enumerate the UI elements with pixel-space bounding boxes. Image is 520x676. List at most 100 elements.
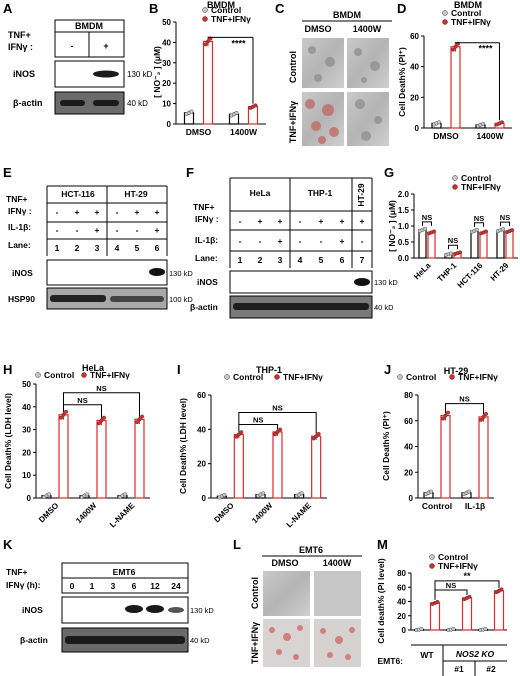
panel-letter-j: J — [384, 362, 391, 377]
k-emt6: EMT6 — [113, 567, 136, 577]
i-sig-bracket — [238, 423, 278, 432]
i-ytick-label: 60 — [197, 391, 206, 400]
f-il1b-3: + — [278, 236, 283, 246]
m-xtick-label: #1 — [454, 664, 464, 674]
e-il1b-4: - — [116, 225, 119, 235]
d-legend-label: TNF+IFNγ — [451, 17, 491, 27]
m-group-label: NOS2 KO — [456, 649, 495, 659]
e-lane-6: 6 — [155, 243, 160, 253]
i-point — [236, 432, 241, 437]
c-col-dmso: DMSO — [305, 24, 332, 34]
d-ytick-label: 60 — [410, 32, 419, 41]
g-sig-label: NS — [448, 236, 458, 245]
j-ytick-label: 80 — [404, 391, 413, 400]
k-ifng-h: IFNγ (h): — [6, 580, 41, 590]
c-title: BMDM — [333, 10, 361, 20]
d-ytick-label: 40 — [410, 63, 419, 72]
i-title: THP-1 — [256, 365, 282, 375]
f-il1b-7: - — [361, 236, 364, 246]
d-title: BMDM — [454, 0, 482, 10]
i-legend-label: Control — [233, 372, 263, 382]
l-row-tnf: TNF+IFNγ — [250, 622, 260, 664]
k-time-1: 0 — [70, 581, 75, 591]
panel-c: BMDM DMSO 1400W Control TNF+IFNγ — [288, 10, 392, 146]
f-lane-6: 6 — [340, 255, 345, 265]
e-lane-3: 3 — [95, 243, 100, 253]
k-actin-label: β-actin — [20, 635, 48, 645]
m-point — [499, 587, 504, 592]
e-il1b-2: - — [76, 225, 79, 235]
i-ytick-label: 40 — [197, 425, 206, 434]
l-row-control: Control — [250, 577, 260, 609]
k-inos-label: iNOS — [22, 605, 43, 615]
chart-i: 0 20 40 60 Cell Death% (LDH level) THP-1 DMSO 1… — [178, 365, 327, 529]
m-point — [419, 626, 424, 631]
m-sig-label: NS — [446, 581, 456, 590]
h-point — [99, 418, 104, 423]
k-time-5: 12 — [150, 581, 160, 591]
m-ylabel: Cell death% (PI level) — [376, 558, 386, 644]
i-point — [316, 431, 321, 436]
i-point — [239, 430, 244, 435]
g-point — [484, 229, 489, 234]
j-sig-bracket — [445, 403, 484, 414]
j-point — [479, 417, 484, 422]
h-xtick-label: DMSO — [37, 501, 60, 524]
kd40-a: 40 kD — [127, 99, 148, 108]
f-kd40: 40 kD — [374, 303, 394, 312]
g-xtick-label: HCT-116 — [456, 261, 485, 290]
kd130-a: 130 kD — [127, 70, 153, 79]
g-xtick-label: THP-1 — [436, 261, 459, 284]
f-il1b: IL-1β: — [195, 235, 218, 245]
j-legend-marker — [449, 374, 455, 380]
i-sig-label: NS — [253, 415, 263, 424]
i-point — [311, 436, 316, 441]
d-xtick-label: 1400W — [477, 131, 505, 141]
j-ytick-label: 40 — [404, 443, 413, 452]
f-il1b-4: - — [299, 236, 302, 246]
j-xtick-label: Control — [422, 501, 452, 511]
d-sig-label: **** — [478, 44, 493, 54]
i-point — [273, 432, 278, 437]
e-inos-blot — [46, 259, 168, 286]
h-point — [134, 420, 139, 425]
j-ytick-label: 20 — [404, 468, 413, 477]
d-point — [451, 47, 456, 52]
panel-l: EMT6 DMSO 1400W Control TNF+IFNγ — [250, 545, 362, 667]
m-point — [451, 626, 456, 631]
e-hsp90-blot — [46, 287, 168, 310]
j-legend-label: Control — [406, 372, 436, 382]
b-legend-marker — [202, 16, 208, 22]
m-legend-label: Control — [438, 552, 468, 562]
f-hela: HeLa — [250, 188, 271, 198]
e-lane-1: 1 — [55, 243, 60, 253]
m-ytick-label: 60 — [397, 583, 406, 592]
m-legend-marker — [429, 554, 435, 560]
j-ytick-label: 60 — [404, 417, 413, 426]
h-point — [96, 421, 101, 426]
m-xtick-label: WT — [420, 650, 434, 660]
i-legend-label: TNF+IFNγ — [283, 372, 323, 382]
j-point — [446, 410, 451, 415]
f-thp1: THP-1 — [308, 188, 333, 198]
f-ifng: IFNγ : — [195, 214, 219, 224]
m-ytick-label: 20 — [397, 612, 406, 621]
e-kd130: 130 kD — [169, 269, 193, 278]
i-point — [314, 434, 319, 439]
b-xtick-label: 1400W — [230, 127, 258, 137]
f-lane-4: 4 — [298, 255, 303, 265]
h-sig-label: NS — [96, 384, 106, 393]
f-kd130: 130 kD — [374, 278, 398, 287]
d-legend-marker — [442, 10, 448, 16]
panel-f: TNF+ IFNγ : IL-1β: Lane: HeLa THP-1 HT-2… — [190, 177, 398, 319]
chart-j: 0 20 40 60 80 Cell Death% (PI⁺) HT-29 Control IL… — [381, 366, 498, 511]
m-bar-treat — [429, 602, 441, 631]
h-point — [139, 414, 144, 419]
j-bar-treat — [478, 416, 489, 499]
e-il1b-6: + — [155, 225, 160, 235]
g-xtick-label: HeLa — [412, 261, 433, 282]
b-point — [203, 42, 208, 47]
f-il1b-2: - — [259, 236, 262, 246]
h-point — [122, 492, 127, 497]
